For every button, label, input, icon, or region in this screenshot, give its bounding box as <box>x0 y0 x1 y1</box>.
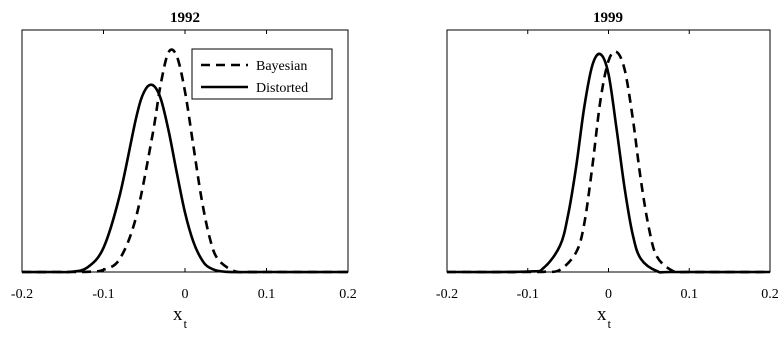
x-tick-label: -0.2 <box>436 287 458 302</box>
x-tick-label: 0 <box>182 287 189 302</box>
x-axis-label-sub: t <box>183 316 187 331</box>
chart-title: 1992 <box>170 10 200 26</box>
x-axis-label-sub: t <box>607 316 611 331</box>
legend: Bayesian Distorted <box>191 48 333 100</box>
x-tick-label: -0.1 <box>92 287 114 302</box>
panel-1992: 1992 -0.2 -0.1 0 0.1 0.2 Bayesian Distorted … <box>11 10 357 331</box>
x-axis-label: xt <box>597 304 612 331</box>
x-axis-label: xt <box>173 304 188 331</box>
x-tick-label: 0.2 <box>761 287 779 302</box>
legend-label-bayesian: Bayesian <box>256 59 307 74</box>
x-tick-label: 0 <box>605 287 612 302</box>
series-line-distorted <box>21 83 349 274</box>
panel-1999: 1999 -0.2 -0.1 0 0.1 0.2 xt <box>436 10 779 331</box>
plot-frame <box>446 29 771 273</box>
x-tick-label: -0.1 <box>517 287 539 302</box>
x-tick-label: 0.1 <box>258 287 276 302</box>
x-tick-label: 0.2 <box>339 287 357 302</box>
chart-title: 1999 <box>593 10 623 26</box>
legend-box <box>191 48 333 100</box>
x-axis-label-main: x <box>173 304 183 325</box>
x-ticks: -0.2 -0.1 0 0.1 0.2 <box>11 30 357 302</box>
x-tick-label: 0.1 <box>681 287 699 302</box>
x-ticks: -0.2 -0.1 0 0.1 0.2 <box>436 30 779 302</box>
curves <box>21 48 349 274</box>
x-axis-label-main: x <box>597 304 607 325</box>
series-line-distorted <box>446 52 771 274</box>
x-tick-label: -0.2 <box>11 287 33 302</box>
legend-label-distorted: Distorted <box>256 81 308 96</box>
series-line-bayesian <box>446 50 771 274</box>
curves <box>446 50 771 274</box>
